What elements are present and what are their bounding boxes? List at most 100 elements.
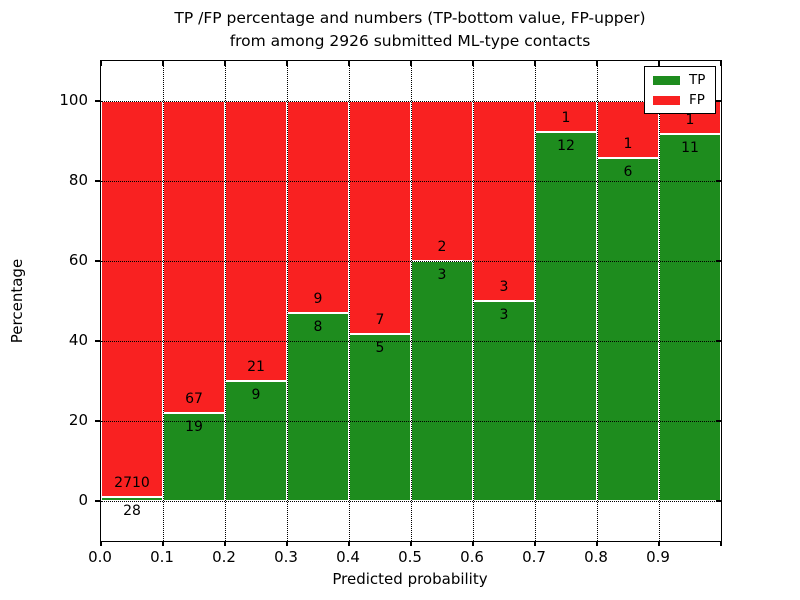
x-tick-label: 0.2 bbox=[212, 548, 236, 566]
tp-count-label: 8 bbox=[313, 318, 323, 335]
grid-line-vertical bbox=[473, 61, 474, 541]
grid-line-vertical bbox=[597, 61, 598, 541]
x-tick-mark bbox=[658, 541, 660, 546]
tp-count-label: 5 bbox=[375, 340, 385, 357]
x-tick-mark bbox=[596, 541, 598, 546]
y-tick-label: 20 bbox=[68, 411, 88, 429]
x-tick-mark-top bbox=[348, 61, 350, 66]
x-tick-mark-top bbox=[472, 61, 474, 66]
x-tick-label: 0.1 bbox=[150, 548, 174, 566]
y-tick-mark bbox=[95, 100, 101, 102]
x-tick-label: 0.4 bbox=[336, 548, 360, 566]
grid-line-horizontal bbox=[101, 421, 721, 422]
bar-segment-fp bbox=[473, 101, 535, 301]
grid-line-horizontal bbox=[101, 341, 721, 342]
y-tick-label: 0 bbox=[78, 491, 88, 509]
x-tick-label: 0.0 bbox=[88, 548, 112, 566]
x-tick-label: 0.7 bbox=[522, 548, 546, 566]
chart-title-line1: TP /FP percentage and numbers (TP-bottom… bbox=[174, 9, 646, 27]
grid-line-vertical bbox=[225, 61, 226, 541]
legend-item: TP bbox=[653, 73, 715, 87]
bar-segment-tp bbox=[597, 158, 659, 501]
fp-count-label: 2710 bbox=[114, 474, 150, 491]
fp-count-label: 67 bbox=[185, 390, 203, 407]
legend-item-label: FP bbox=[689, 92, 705, 108]
x-tick-mark-top bbox=[100, 61, 102, 66]
tp-count-label: 6 bbox=[623, 164, 633, 181]
bar-segment-tp bbox=[163, 412, 225, 501]
y-tick-label: 80 bbox=[68, 171, 88, 189]
x-tick-mark bbox=[534, 541, 536, 546]
tp-count-label: 9 bbox=[251, 387, 261, 403]
fp-count-label: 21 bbox=[247, 359, 265, 375]
y-tick-mark bbox=[95, 340, 101, 342]
y-tick-mark-right bbox=[716, 420, 721, 422]
bar-segment-tp bbox=[473, 301, 535, 501]
bar-segment-fp bbox=[101, 101, 163, 497]
y-tick-mark-right bbox=[716, 340, 721, 342]
fp-count-label: 3 bbox=[499, 279, 509, 295]
y-tick-mark bbox=[95, 500, 101, 502]
x-tick-label: 0.8 bbox=[584, 548, 608, 566]
grid-line-horizontal bbox=[101, 501, 721, 502]
x-tick-mark bbox=[472, 541, 474, 546]
legend: TP FP bbox=[644, 66, 716, 114]
grid-line-vertical bbox=[163, 61, 164, 541]
chart-title-line2: from among 2926 submitted ML-type contac… bbox=[229, 32, 591, 50]
x-tick-mark bbox=[100, 541, 102, 546]
tp-count-label: 11 bbox=[681, 140, 699, 157]
plot-area: 2710 28 67 19 21 9 9 8 7 5 2 3 3 3 1 12 1 6 1 11 bbox=[95, 60, 722, 546]
grid-line-horizontal bbox=[101, 261, 721, 262]
y-axis-label: Percentage bbox=[8, 258, 26, 344]
y-tick-mark bbox=[95, 260, 101, 262]
y-tick-mark-right bbox=[716, 500, 721, 502]
bar-segment-tp bbox=[101, 496, 163, 501]
x-tick-mark-top bbox=[720, 61, 722, 66]
grid-line-vertical bbox=[349, 61, 350, 541]
x-tick-mark bbox=[286, 541, 288, 546]
x-tick-mark-top bbox=[658, 61, 660, 66]
x-tick-mark bbox=[162, 541, 164, 546]
x-tick-label: 0.3 bbox=[274, 548, 298, 566]
legend-item: FP bbox=[653, 93, 715, 107]
fp-swatch bbox=[653, 95, 680, 105]
y-tick-mark bbox=[95, 180, 101, 182]
y-tick-mark bbox=[95, 420, 101, 422]
bar-segment-tp bbox=[659, 134, 721, 501]
grid-line-horizontal bbox=[101, 181, 721, 182]
bar-segment-fp bbox=[287, 101, 349, 313]
tp-count-label: 19 bbox=[185, 418, 203, 435]
grid-line-vertical bbox=[535, 61, 536, 541]
x-tick-mark-top bbox=[534, 61, 536, 66]
bar-segment-tp bbox=[535, 131, 597, 501]
x-tick-mark-top bbox=[224, 61, 226, 66]
chart-title: TP /FP percentage and numbers (TP-bottom… bbox=[100, 7, 720, 53]
grid-line-horizontal bbox=[101, 101, 721, 102]
bar-segment-fp bbox=[225, 101, 287, 381]
tp-count-label: 28 bbox=[123, 502, 141, 519]
grid-line-vertical bbox=[659, 61, 660, 541]
x-tick-mark-top bbox=[162, 61, 164, 66]
grid-line-vertical bbox=[411, 61, 412, 541]
x-tick-label: 0.6 bbox=[460, 548, 484, 566]
tp-count-label: 3 bbox=[499, 307, 509, 323]
tp-swatch bbox=[653, 75, 680, 85]
fp-count-label: 7 bbox=[375, 312, 385, 329]
bar-segment-fp bbox=[349, 101, 411, 335]
fp-count-label: 1 bbox=[623, 136, 633, 153]
tp-count-label: 12 bbox=[557, 137, 575, 154]
legend-item-label: TP bbox=[689, 72, 706, 88]
y-tick-mark-right bbox=[716, 260, 721, 262]
x-tick-mark-top bbox=[410, 61, 412, 66]
y-tick-label: 40 bbox=[68, 331, 88, 349]
fp-count-label: 1 bbox=[685, 112, 695, 129]
fp-count-label: 1 bbox=[561, 109, 571, 126]
x-tick-mark-top bbox=[286, 61, 288, 66]
x-axis-label: Predicted probability bbox=[332, 570, 488, 588]
x-tick-mark bbox=[410, 541, 412, 546]
grid-line-vertical bbox=[287, 61, 288, 541]
y-tick-label: 60 bbox=[68, 251, 88, 269]
fp-count-label: 9 bbox=[313, 290, 323, 307]
x-tick-label: 0.9 bbox=[646, 548, 670, 566]
